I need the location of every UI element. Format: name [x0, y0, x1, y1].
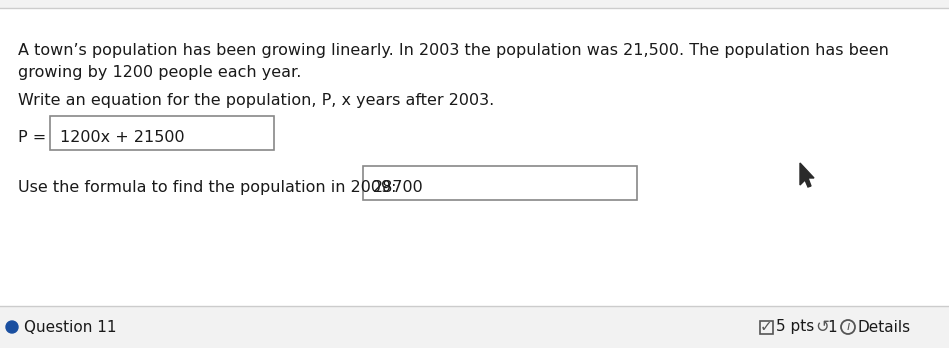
Text: P =: P = — [18, 130, 51, 145]
Polygon shape — [800, 163, 814, 187]
Circle shape — [6, 321, 18, 333]
Text: 5 pts: 5 pts — [776, 319, 814, 334]
FancyBboxPatch shape — [0, 306, 949, 348]
Text: growing by 1200 people each year.: growing by 1200 people each year. — [18, 65, 302, 80]
Text: Details: Details — [858, 319, 911, 334]
Text: 1200x + 21500: 1200x + 21500 — [60, 130, 185, 145]
FancyBboxPatch shape — [50, 116, 274, 150]
Text: 28700: 28700 — [373, 180, 424, 195]
Text: i: i — [847, 321, 849, 333]
Text: ✓: ✓ — [760, 319, 772, 334]
FancyBboxPatch shape — [363, 166, 637, 200]
Text: ↺: ↺ — [815, 318, 828, 336]
FancyBboxPatch shape — [0, 8, 949, 306]
Text: Use the formula to find the population in 2009:: Use the formula to find the population i… — [18, 180, 397, 195]
Text: Write an equation for the population, P, x years after 2003.: Write an equation for the population, P,… — [18, 93, 494, 108]
Text: A town’s population has been growing linearly. In 2003 the population was 21,500: A town’s population has been growing lin… — [18, 43, 889, 58]
Text: 1: 1 — [827, 319, 837, 334]
Text: Question 11: Question 11 — [24, 319, 117, 334]
